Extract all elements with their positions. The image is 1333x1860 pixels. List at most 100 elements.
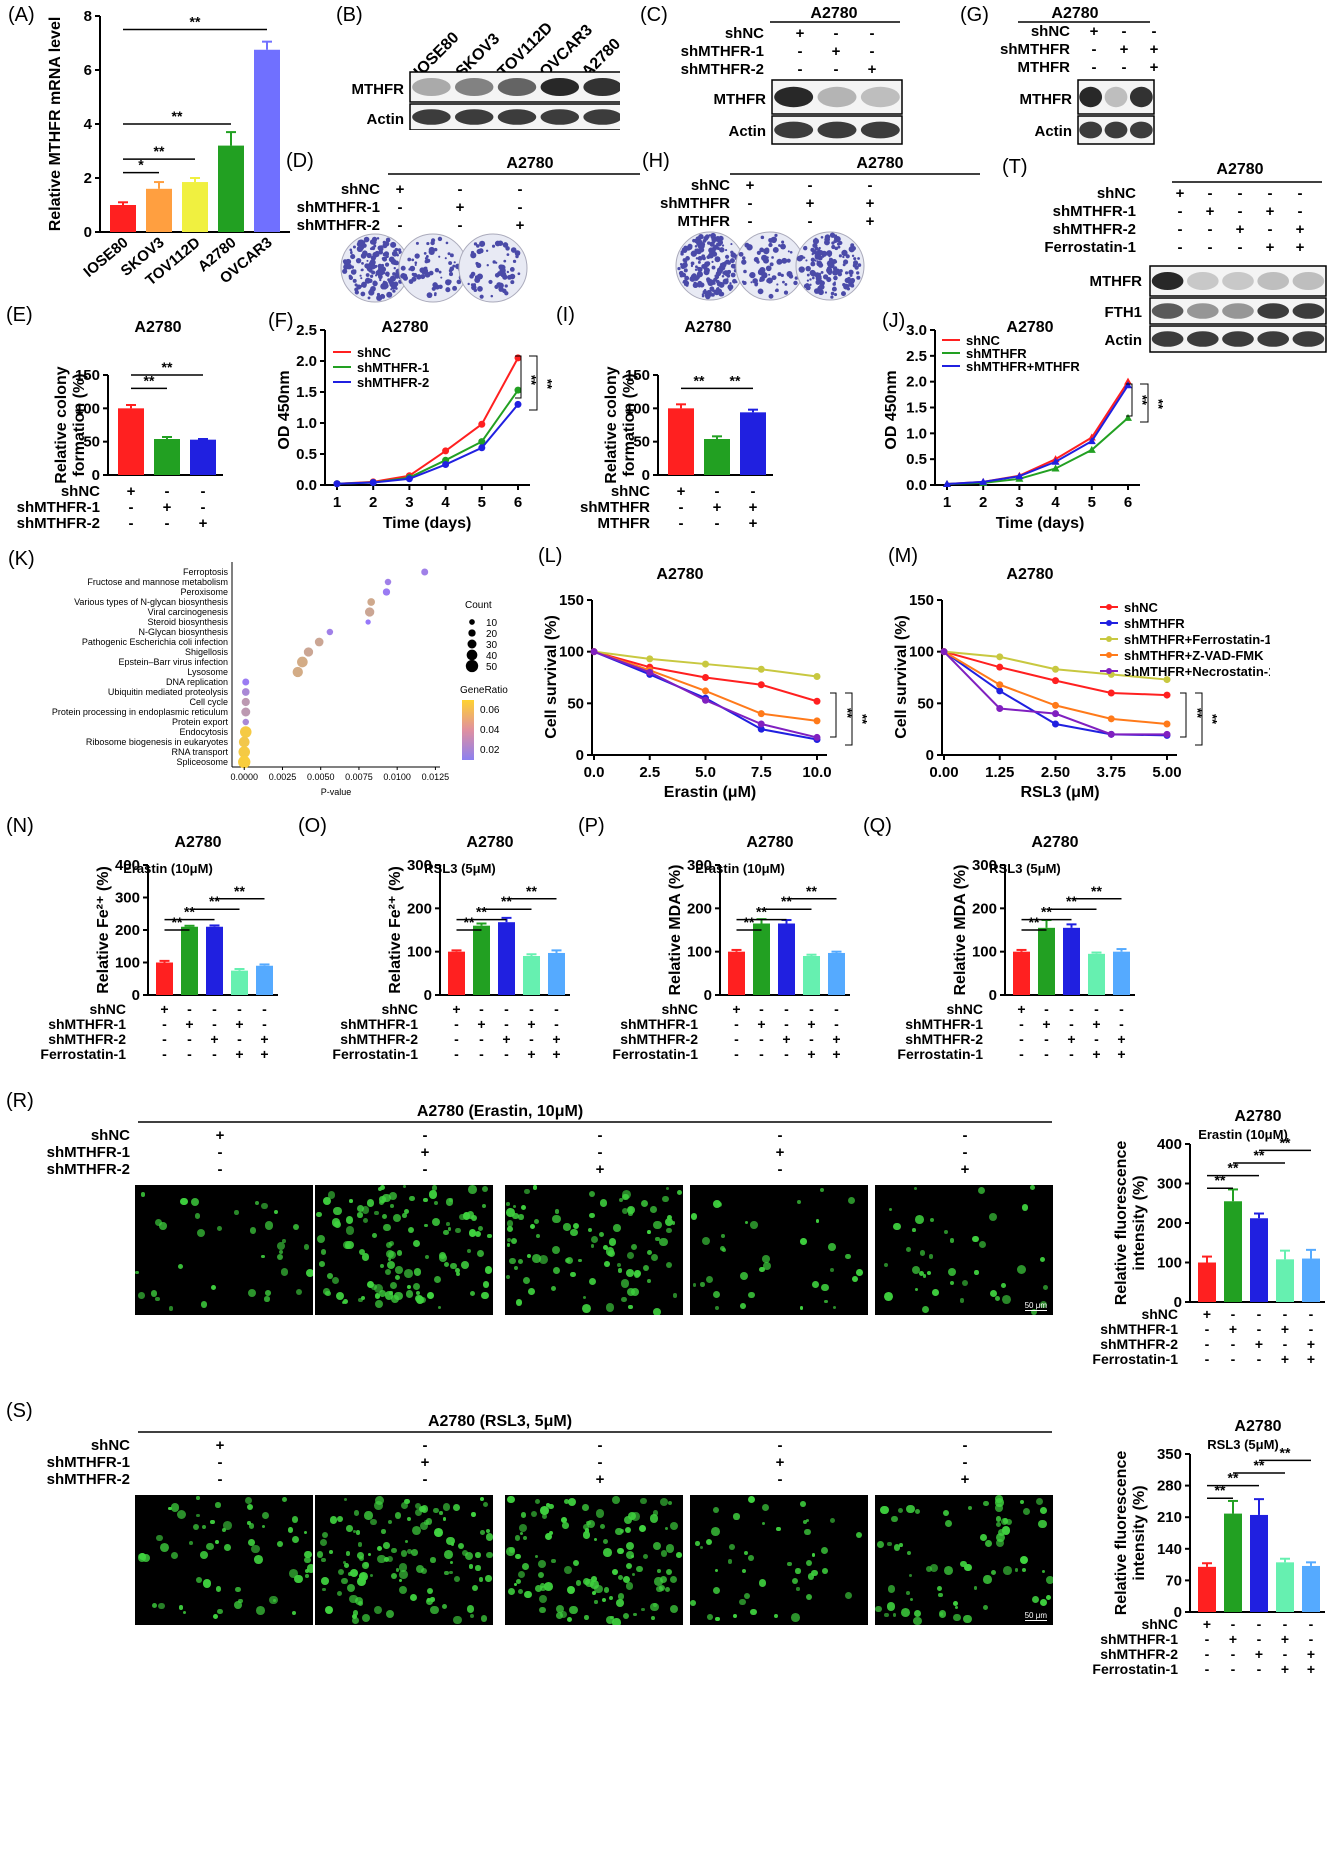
cell-dot [357,1212,363,1218]
condition-sign: - [423,1437,428,1454]
cell-dot [150,1290,158,1297]
cell-dot [715,1616,720,1622]
cell-dot [1031,1308,1038,1315]
data-point [813,697,821,705]
legend-marker [1106,604,1112,610]
cell-dot [676,1189,682,1195]
cell-dot [516,1579,522,1585]
colony [350,269,357,275]
colony [843,252,847,256]
condition-sign: - [1094,1001,1099,1017]
cell-dot [806,1518,810,1523]
bar [668,408,694,475]
colony [816,260,819,263]
enrichment-dot [292,666,303,678]
cell-dot [329,1516,337,1524]
condition-sign: + [235,1016,243,1032]
cell-dot [274,1209,278,1214]
cell-dot [506,1225,513,1232]
condition-sign: - [1309,1306,1314,1322]
bar [1276,1562,1294,1612]
cell-dot [517,1571,525,1579]
cell-dot [1041,1569,1045,1573]
dish [458,233,528,303]
cell-dot [303,1244,310,1250]
colony [761,254,768,262]
cell-dot [1046,1595,1051,1601]
cell-dot [628,1305,633,1310]
data-point [1052,720,1059,728]
band [540,109,580,125]
cell-dot [478,1225,484,1231]
cell-dot [140,1192,146,1197]
colony [677,266,681,271]
colony [344,262,351,269]
condition-sign: + [596,1471,605,1488]
condition-sign: - [1231,1351,1236,1367]
data-point [702,674,709,681]
cell-dot [905,1246,912,1253]
colony [810,261,816,267]
band [1079,86,1103,108]
cell-dot [714,1568,719,1573]
colony [817,262,824,268]
y-tick-label: 0 [84,224,92,241]
cell-dot [625,1562,633,1570]
cell-dot [582,1531,591,1539]
cell-dot [602,1244,608,1250]
x-tick-label: 5.00 [1152,764,1181,781]
condition-sign: + [477,1016,485,1032]
cell-dot [382,1193,391,1203]
y-tick-label: 0 [1174,1604,1182,1621]
cell-dot [611,1569,618,1575]
cell-dot [985,1539,993,1547]
cell-dot [442,1503,451,1512]
condition-label: shMTHFR [660,195,730,212]
condition-sign: + [1203,1616,1211,1632]
condition-sign: - [1205,1661,1210,1677]
cell-dot [437,1305,442,1309]
cell-dot [587,1227,592,1232]
x-tick-label: 2 [979,494,987,511]
colony [449,266,455,272]
condition-label: shMTHFR-1 [620,1016,698,1032]
cell-dot [304,1550,312,1559]
colony [414,253,420,259]
condition-sign: - [798,43,803,60]
condition-sign: - [734,1031,739,1047]
cell-dot [804,1528,811,1536]
cell-dot [349,1199,353,1203]
bar [1224,1513,1242,1612]
cell-dot [439,1251,447,1259]
cell-dot [235,1586,241,1593]
condition-label: shMTHFR-1 [1100,1631,1178,1647]
colony [711,260,714,263]
condition-sign: - [759,1001,764,1017]
term-label: Spliceosome [176,757,228,767]
cell-dot [996,1533,1006,1543]
condition-label: shNC [1141,1616,1178,1632]
cell-dot [564,1565,573,1574]
cell-dot [403,1185,407,1189]
colony [372,280,378,285]
term-label: Peroxisome [180,587,228,597]
colony [781,257,788,264]
condition-sign: - [748,213,753,230]
cell-dot [690,1213,698,1220]
cell-dot [155,1296,161,1302]
cell-dot [507,1243,511,1247]
condition-sign: - [162,1031,167,1047]
cell-dot [506,1202,510,1206]
cell-dot [420,1522,429,1531]
cell-dot [748,1496,756,1504]
cell-dot [376,1545,383,1552]
colony [361,262,364,265]
data-point [1051,457,1060,465]
colony [730,250,734,254]
cell-dot [666,1227,673,1234]
condition-sign: + [1206,203,1215,220]
condition-sign: - [1231,1661,1236,1677]
colony [833,266,838,271]
colony [349,248,353,252]
